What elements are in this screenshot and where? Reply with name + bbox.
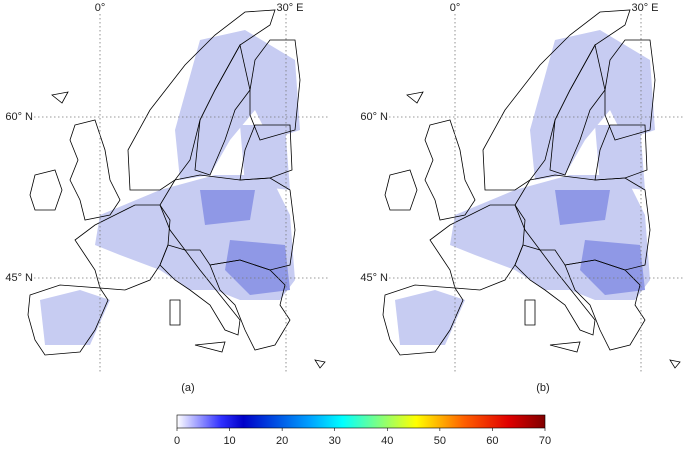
colorbar-tick-label: 0 xyxy=(174,435,180,447)
colorbar-tick-label: 20 xyxy=(276,435,288,447)
lon-label: 30° E xyxy=(276,2,303,14)
colorbar-tick-label: 60 xyxy=(486,435,498,447)
lat-label: 60° N xyxy=(360,111,388,123)
map-a xyxy=(27,9,326,369)
lat-label: 45° N xyxy=(360,272,388,284)
map-b xyxy=(382,9,681,369)
colorbar xyxy=(176,414,546,429)
colorbar-tick-label: 70 xyxy=(539,435,551,447)
panel-label: (b) xyxy=(536,382,549,394)
lat-label: 45° N xyxy=(5,272,33,284)
panel-label: (a) xyxy=(181,382,194,394)
colorbar-tick-label: 10 xyxy=(223,435,235,447)
colorbar-tick-label: 50 xyxy=(434,435,446,447)
colorbar-tick-label: 30 xyxy=(329,435,341,447)
lat-label: 60° N xyxy=(5,111,33,123)
lon-label: 0° xyxy=(95,2,106,14)
lon-label: 30° E xyxy=(631,2,658,14)
lon-label: 0° xyxy=(450,2,461,14)
colorbar-tick-label: 40 xyxy=(381,435,393,447)
